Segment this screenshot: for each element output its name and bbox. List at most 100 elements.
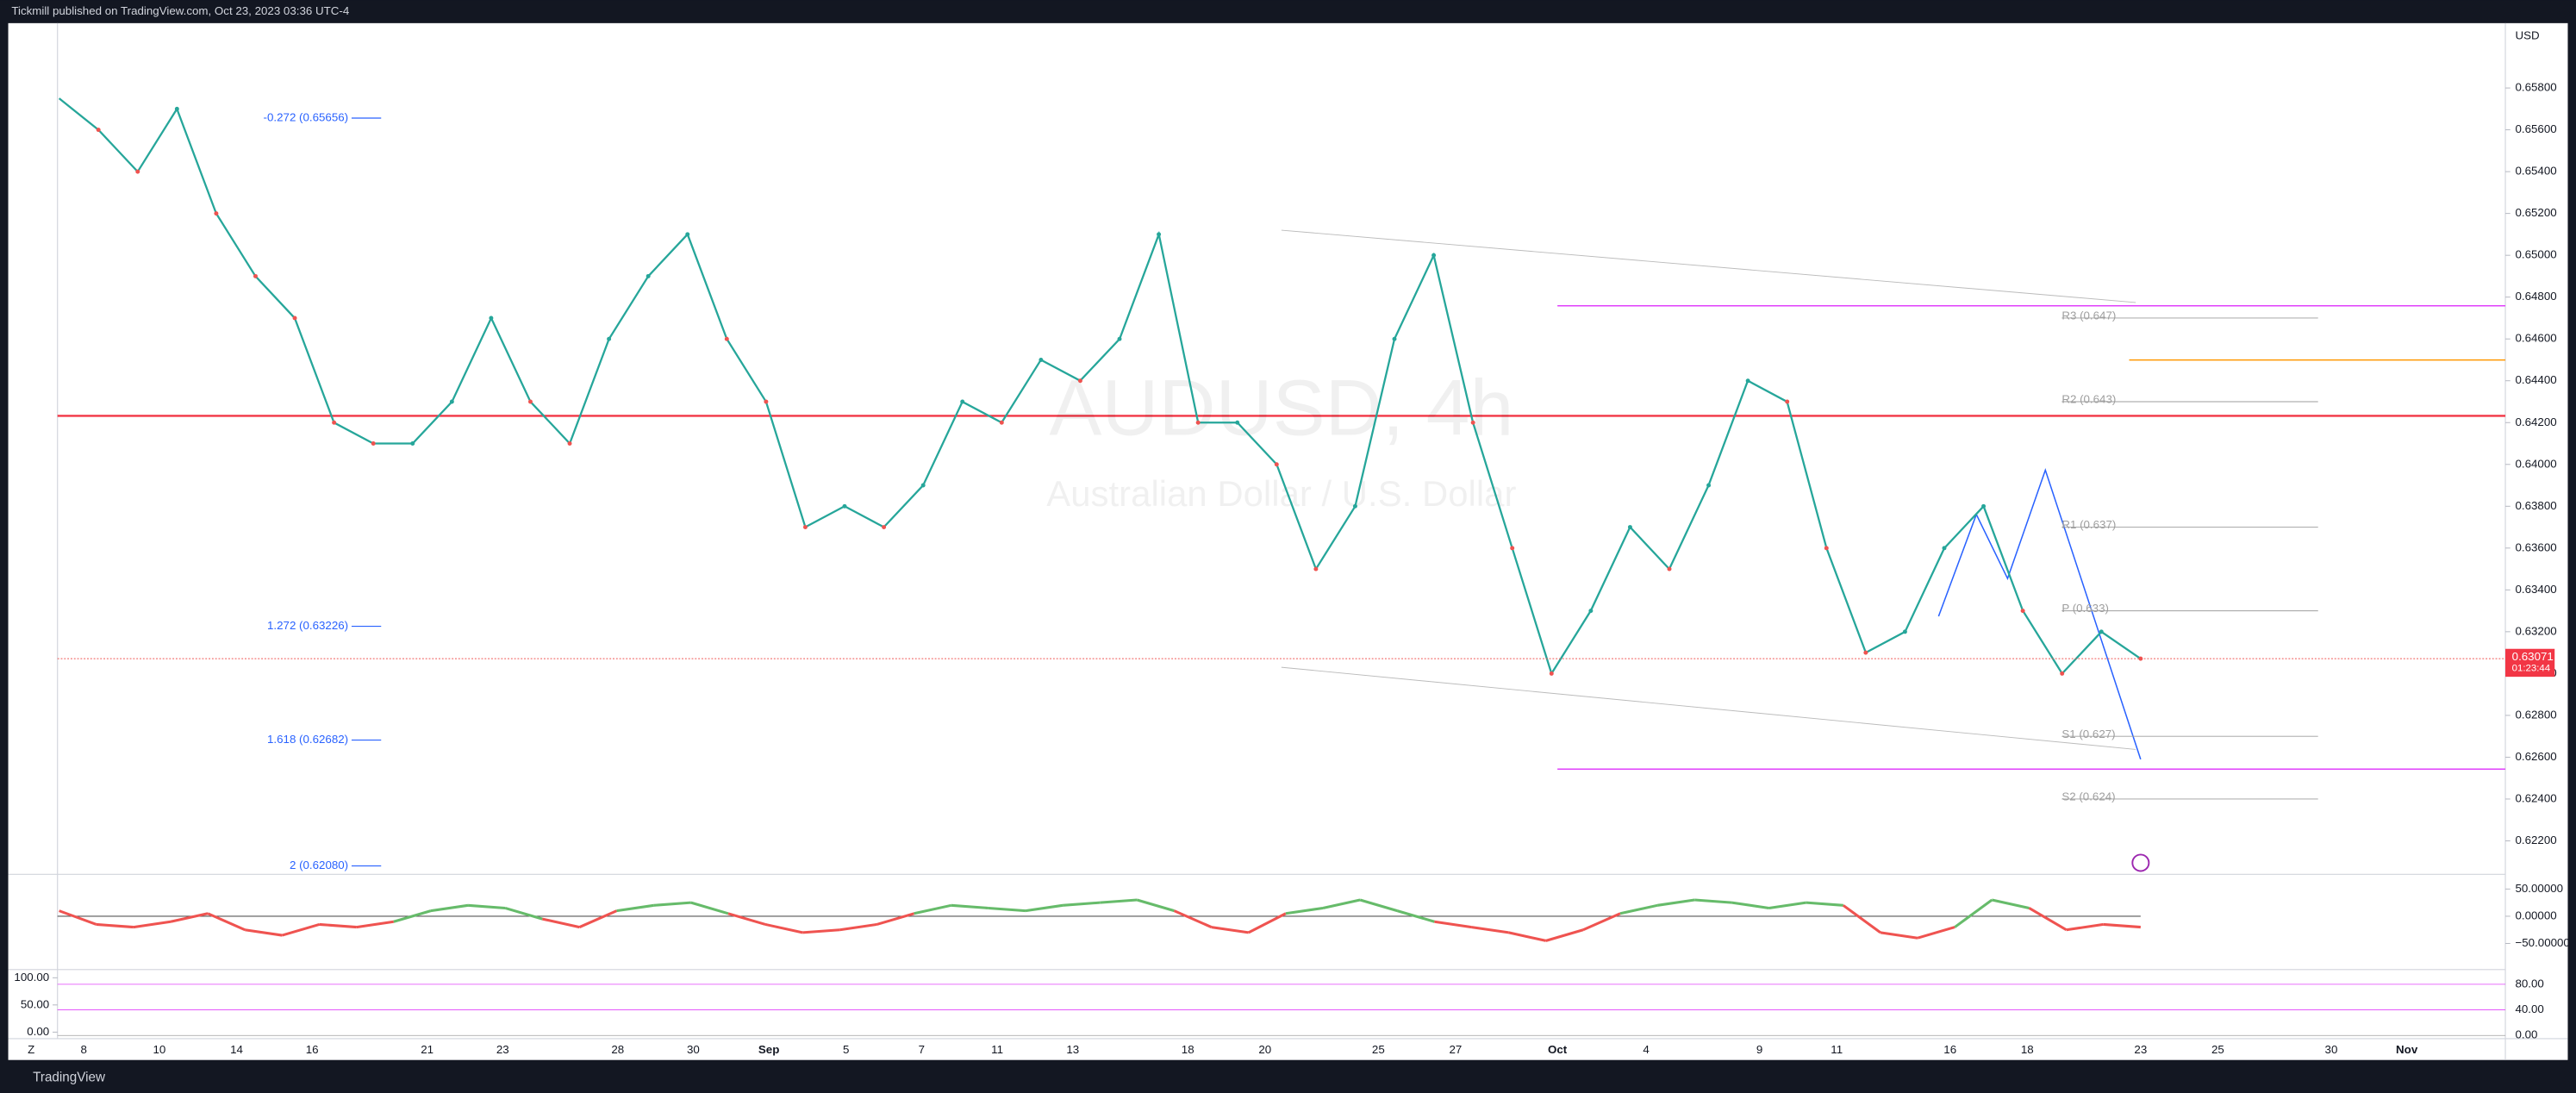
price-point [842, 503, 847, 509]
osc-segment [764, 922, 803, 934]
osc-segment [1880, 931, 1918, 940]
stoch-tick-label: 0.00 [27, 1025, 49, 1038]
y-tick-label: 0.63800 [2515, 499, 2556, 512]
zoom-button[interactable]: Z [28, 1043, 34, 1056]
price-point [1706, 483, 1712, 488]
header-title: Tickmill published on TradingView.com, O… [11, 4, 349, 17]
osc-segment [1694, 898, 1732, 904]
price-point [1157, 232, 1162, 237]
osc-segment [59, 909, 97, 926]
x-tick-label: 5 [843, 1043, 849, 1056]
osc-segment [802, 928, 840, 934]
y-tick-label: 0.65200 [2515, 206, 2556, 219]
y-tick-label: 0.62200 [2515, 834, 2556, 846]
x-tick-label: 14 [230, 1043, 243, 1056]
price-point [802, 525, 808, 530]
price-point [1431, 253, 1437, 258]
osc-segment [1582, 912, 1621, 932]
price-point [1313, 566, 1319, 571]
fib-label: 1.618 (0.62682) [267, 733, 348, 746]
price-point [999, 420, 1004, 425]
price-point [1235, 420, 1240, 425]
x-tick-label: 16 [306, 1043, 319, 1056]
price-point [607, 336, 612, 341]
x-tick-label: 21 [421, 1043, 433, 1056]
osc-segment [988, 906, 1026, 913]
fib-label: 2 (0.62080) [290, 859, 348, 871]
last-price-box [2505, 648, 2555, 678]
osc-segment [2103, 922, 2141, 929]
osc-segment [319, 922, 357, 929]
osc-segment [2028, 907, 2068, 932]
y-tick-label: 0.65400 [2515, 165, 2556, 178]
pivot-label: R2 (0.643) [2061, 393, 2116, 406]
stoch-tick-label: 50.00 [21, 997, 49, 1010]
osc-segment [1211, 926, 1249, 934]
price-point [410, 441, 415, 446]
osc-segment [170, 912, 209, 923]
x-tick-label: 4 [1643, 1043, 1650, 1056]
osc-segment [2066, 922, 2104, 932]
y-tick-label: 0.62400 [2515, 791, 2556, 804]
osc-segment [914, 903, 952, 915]
osc-segment [430, 903, 469, 913]
y-tick-label: 0.64800 [2515, 290, 2556, 303]
price-point [882, 525, 887, 530]
price-point [2020, 609, 2025, 614]
price-point [489, 315, 494, 321]
y-tick-label: 0.64200 [2515, 415, 2556, 428]
x-tick-label: 27 [1450, 1043, 1463, 1056]
osc-segment [541, 917, 580, 929]
y-tick-label: 0.62600 [2515, 750, 2556, 763]
osc-segment [1917, 926, 1955, 940]
osc-segment [1619, 903, 1658, 915]
price-point [1981, 503, 1987, 509]
x-tick-label: 25 [2211, 1043, 2224, 1056]
osc-segment [133, 920, 172, 929]
price-point [685, 232, 690, 237]
x-tick-label: Sep [758, 1043, 779, 1056]
price-point [1902, 629, 1907, 634]
osc-segment [1173, 909, 1213, 928]
y-tick-label: 0.63600 [2515, 540, 2556, 553]
x-tick-label: 18 [2021, 1043, 2034, 1056]
price-point [2138, 656, 2143, 661]
osc-segment [690, 901, 729, 915]
stoch-y2-tick-label: 80.00 [2515, 977, 2543, 990]
price-point [449, 399, 454, 404]
price-point [764, 399, 769, 404]
x-tick-label: 28 [611, 1043, 624, 1056]
price-point [1392, 336, 1397, 341]
x-tick-label: Oct [1548, 1043, 1568, 1056]
countdown: 01:23:44 [2512, 664, 2551, 674]
y-tick-label: 0.62800 [2515, 708, 2556, 721]
osc-segment [356, 920, 395, 929]
watermark: AUDUSD, 4h [1049, 365, 1513, 453]
stoch-y2-tick-label: 40.00 [2515, 1002, 2543, 1015]
osc-segment [1842, 904, 1881, 934]
watermark-subtitle: Australian Dollar / U.S. Dollar [1046, 473, 1516, 514]
osc-segment [1954, 898, 1993, 928]
osc-segment [96, 922, 134, 929]
pattern-drawing [1937, 467, 2142, 760]
osc-segment [1768, 901, 1806, 909]
price-point [1549, 671, 1554, 676]
price-point [724, 336, 729, 341]
brand: TradingView [33, 1071, 106, 1085]
price-point [1117, 336, 1122, 341]
osc-segment [1025, 903, 1063, 913]
price-point [920, 483, 926, 488]
osc-segment [1471, 926, 1509, 934]
osc-segment [839, 922, 877, 932]
y-tick-label: 0.64600 [2515, 332, 2556, 345]
osc-tick-label: −50.00000 [2515, 936, 2569, 949]
y-tick-label: 0.65000 [2515, 248, 2556, 261]
y-tick-label: 0.63400 [2515, 583, 2556, 596]
currency-label: USD [2515, 29, 2539, 42]
osc-tick-label: 50.00000 [2515, 882, 2563, 895]
osc-segment [616, 903, 654, 913]
osc-segment [1396, 909, 1435, 923]
trend-line [1281, 666, 2136, 750]
price-point [1942, 546, 1947, 551]
